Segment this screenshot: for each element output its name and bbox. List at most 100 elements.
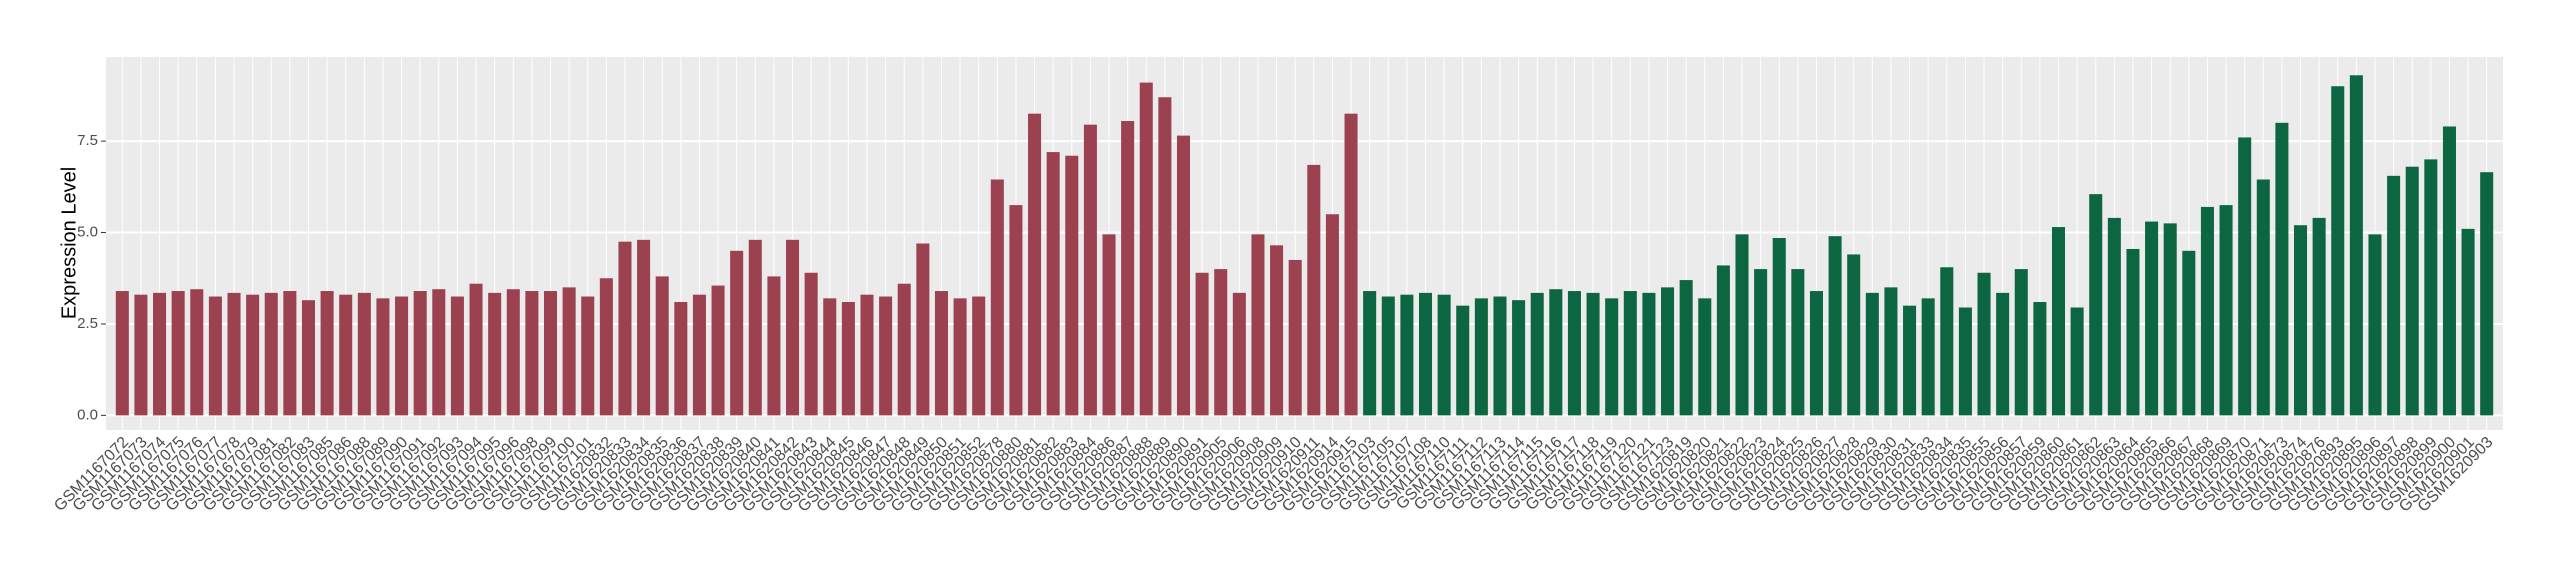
bar bbox=[1028, 113, 1042, 416]
y-axis-label: Expression Level bbox=[58, 167, 80, 319]
bar bbox=[748, 239, 762, 416]
bar bbox=[1958, 307, 1972, 416]
bar bbox=[1251, 234, 1265, 416]
bar bbox=[1046, 152, 1060, 416]
bar bbox=[879, 296, 893, 416]
bar bbox=[1176, 135, 1191, 416]
bar bbox=[990, 179, 1004, 416]
bar bbox=[1158, 97, 1172, 416]
bar bbox=[134, 294, 148, 416]
bar bbox=[1716, 265, 1730, 416]
bar bbox=[1754, 269, 1768, 416]
bar bbox=[2442, 126, 2456, 416]
bar bbox=[1847, 254, 1861, 416]
bar bbox=[1586, 292, 1600, 416]
bar bbox=[1940, 267, 1954, 416]
bar bbox=[2200, 206, 2214, 416]
bar bbox=[767, 276, 781, 416]
bar bbox=[190, 289, 204, 416]
bar bbox=[581, 296, 595, 416]
bar bbox=[1698, 298, 1712, 416]
bar bbox=[208, 296, 222, 416]
bar bbox=[730, 250, 744, 416]
bar bbox=[1828, 236, 1842, 416]
bar bbox=[246, 294, 260, 416]
bar bbox=[618, 241, 632, 416]
bar bbox=[2126, 248, 2140, 416]
bar bbox=[1400, 294, 1414, 416]
bar bbox=[469, 283, 483, 416]
bar bbox=[1363, 291, 1377, 416]
bar bbox=[804, 272, 818, 416]
bar bbox=[1418, 292, 1433, 416]
bar bbox=[1139, 82, 1153, 416]
y-tick-label: 7.5 bbox=[77, 132, 98, 149]
bar bbox=[153, 292, 167, 416]
bar bbox=[1921, 298, 1935, 416]
bar bbox=[1996, 292, 2010, 416]
bar bbox=[450, 296, 464, 416]
bar bbox=[283, 291, 297, 416]
bar bbox=[972, 296, 986, 416]
bar bbox=[1605, 298, 1619, 416]
bar bbox=[2312, 217, 2326, 416]
bar bbox=[2051, 227, 2066, 416]
bar bbox=[339, 294, 353, 416]
bar bbox=[562, 287, 576, 416]
bar bbox=[432, 289, 446, 416]
y-tick-label: 5.0 bbox=[77, 223, 98, 240]
bar bbox=[376, 298, 390, 416]
bar bbox=[2368, 234, 2382, 416]
bar bbox=[934, 291, 948, 416]
bar bbox=[301, 300, 315, 416]
bar bbox=[1661, 287, 1675, 416]
bar bbox=[264, 292, 278, 416]
bar bbox=[171, 291, 185, 416]
bar bbox=[1977, 272, 1991, 416]
bar bbox=[1679, 280, 1693, 416]
panel bbox=[106, 57, 2503, 430]
bar bbox=[2219, 205, 2233, 416]
bar bbox=[786, 239, 800, 416]
bar bbox=[2107, 217, 2121, 416]
bar bbox=[860, 294, 874, 416]
bar bbox=[953, 298, 967, 416]
bar bbox=[1865, 292, 1879, 416]
bar bbox=[1623, 291, 1637, 416]
bar bbox=[2256, 179, 2270, 416]
bar bbox=[320, 291, 334, 416]
bar bbox=[2070, 307, 2084, 416]
bar bbox=[1735, 234, 1749, 416]
bar bbox=[1232, 292, 1246, 416]
bar bbox=[916, 243, 930, 416]
bar bbox=[488, 292, 502, 416]
bar bbox=[1493, 296, 1507, 416]
bar bbox=[1288, 259, 1302, 416]
bar bbox=[692, 294, 706, 416]
bar bbox=[1530, 292, 1544, 416]
bar bbox=[1344, 113, 1358, 416]
bar bbox=[1195, 272, 1209, 416]
bar bbox=[2387, 175, 2401, 416]
bar bbox=[1567, 291, 1581, 416]
bar bbox=[2349, 75, 2363, 416]
bar bbox=[841, 302, 855, 416]
bar bbox=[1791, 269, 1805, 416]
bar bbox=[413, 291, 427, 416]
bar bbox=[1642, 292, 1656, 416]
bar bbox=[637, 239, 651, 416]
bar bbox=[2275, 122, 2289, 416]
bar bbox=[1102, 234, 1116, 416]
bar bbox=[1437, 294, 1451, 416]
bar bbox=[227, 292, 241, 416]
bar bbox=[711, 285, 725, 416]
bar bbox=[2461, 228, 2475, 416]
bar bbox=[823, 298, 837, 416]
bar bbox=[655, 276, 669, 416]
bar bbox=[1325, 214, 1339, 416]
bar bbox=[1065, 155, 1079, 416]
bar bbox=[2089, 194, 2103, 416]
bar bbox=[2331, 86, 2345, 416]
bar bbox=[1307, 164, 1321, 416]
